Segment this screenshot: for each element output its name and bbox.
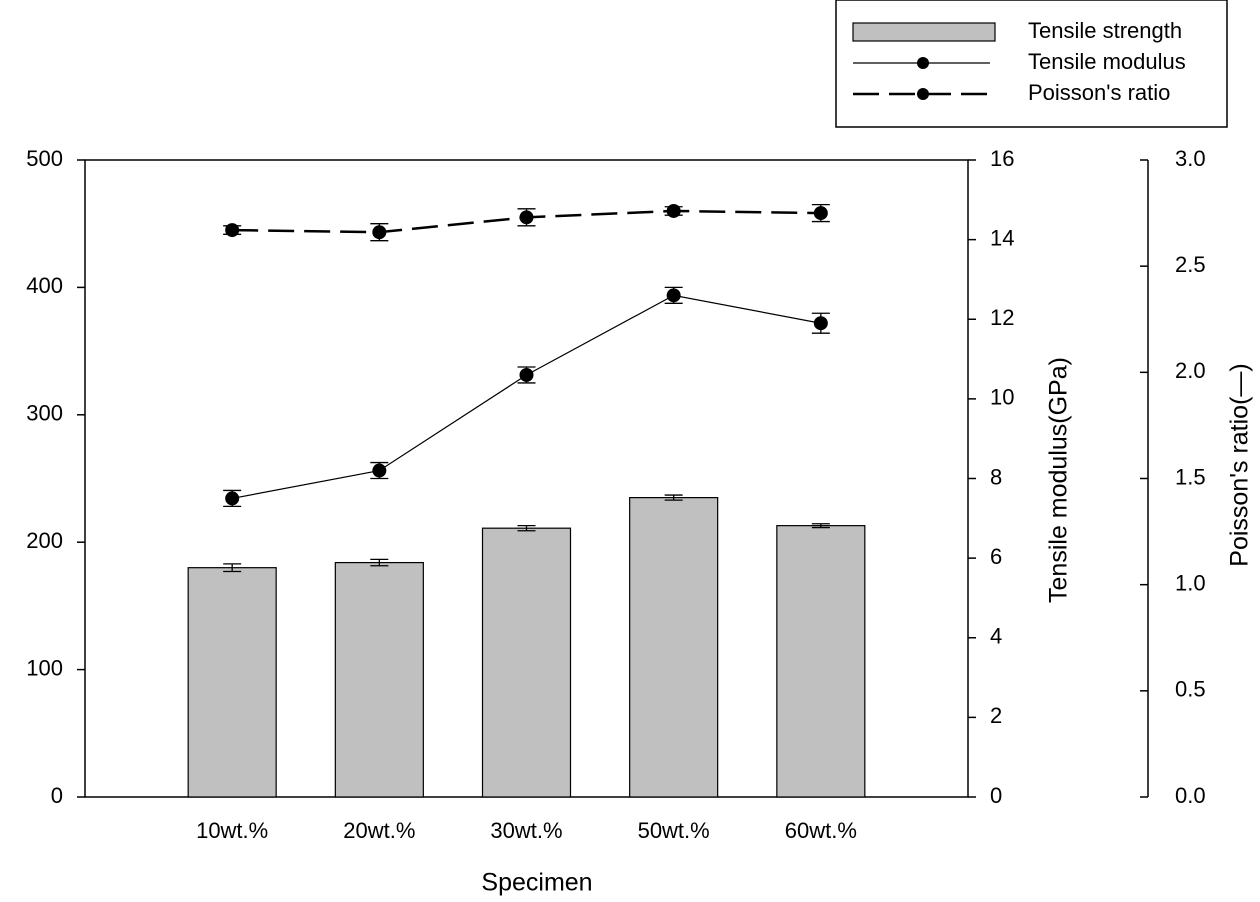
tick-label: 100 bbox=[26, 655, 63, 680]
point bbox=[225, 491, 240, 506]
error-bar bbox=[517, 524, 536, 532]
point bbox=[225, 223, 240, 238]
point bbox=[666, 203, 681, 218]
tick-label: 0 bbox=[990, 783, 1002, 808]
point bbox=[519, 210, 534, 225]
error-bar bbox=[223, 563, 242, 573]
legend-label: Tensile strength bbox=[1028, 18, 1182, 43]
point bbox=[813, 316, 828, 331]
bar bbox=[776, 525, 866, 798]
tick-label: 2.5 bbox=[1175, 252, 1206, 277]
tick-label: 0.5 bbox=[1175, 677, 1206, 702]
x-tick-label: 30wt.% bbox=[490, 818, 562, 843]
point bbox=[372, 463, 387, 478]
tick-label: 3.0 bbox=[1175, 146, 1206, 171]
tick-label: 2 bbox=[990, 703, 1002, 728]
tick-label: 0 bbox=[51, 783, 63, 808]
x-tick-label: 60wt.% bbox=[785, 818, 857, 843]
tick-label: 0.0 bbox=[1175, 783, 1206, 808]
tick-label: 200 bbox=[26, 528, 63, 553]
point bbox=[813, 206, 828, 221]
x-axis-label: Specimen bbox=[481, 869, 592, 897]
tick-label: 300 bbox=[26, 401, 63, 426]
x-tick-label: 20wt.% bbox=[343, 818, 415, 843]
y2-axis-label: Tensile modulus(GPa) bbox=[1045, 357, 1073, 603]
line bbox=[232, 294, 821, 499]
tick-label: 500 bbox=[26, 146, 63, 171]
point bbox=[666, 288, 681, 303]
bar bbox=[629, 497, 719, 798]
point bbox=[372, 225, 387, 240]
x-tick-label: 10wt.% bbox=[196, 818, 268, 843]
x-tick-label: 50wt.% bbox=[638, 818, 710, 843]
tick-label: 16 bbox=[990, 146, 1014, 171]
legend-swatch bbox=[917, 57, 929, 69]
tick-label: 14 bbox=[990, 225, 1014, 250]
y3-axis-label: Poisson's ratio(—) bbox=[1226, 363, 1254, 566]
tick-label: 6 bbox=[990, 544, 1002, 569]
error-bar bbox=[664, 494, 683, 501]
legend-label: Poisson's ratio bbox=[1028, 80, 1170, 105]
error-bar bbox=[811, 523, 830, 529]
tick-label: 4 bbox=[990, 624, 1002, 649]
point bbox=[519, 367, 534, 382]
legend-swatch bbox=[852, 22, 996, 42]
error-bar bbox=[370, 558, 389, 567]
bar bbox=[481, 527, 572, 798]
tick-label: 2.0 bbox=[1175, 358, 1206, 383]
tick-label: 1.0 bbox=[1175, 570, 1206, 595]
legend-swatch bbox=[917, 88, 929, 100]
legend bbox=[835, 0, 1228, 128]
tick-label: 12 bbox=[990, 305, 1014, 330]
bar bbox=[187, 567, 277, 798]
tick-label: 400 bbox=[26, 273, 63, 298]
tick-label: 10 bbox=[990, 385, 1014, 410]
tick-label: 8 bbox=[990, 464, 1002, 489]
tick-label: 1.5 bbox=[1175, 464, 1206, 489]
bar bbox=[334, 561, 424, 798]
legend-label: Tensile modulus bbox=[1028, 49, 1186, 74]
